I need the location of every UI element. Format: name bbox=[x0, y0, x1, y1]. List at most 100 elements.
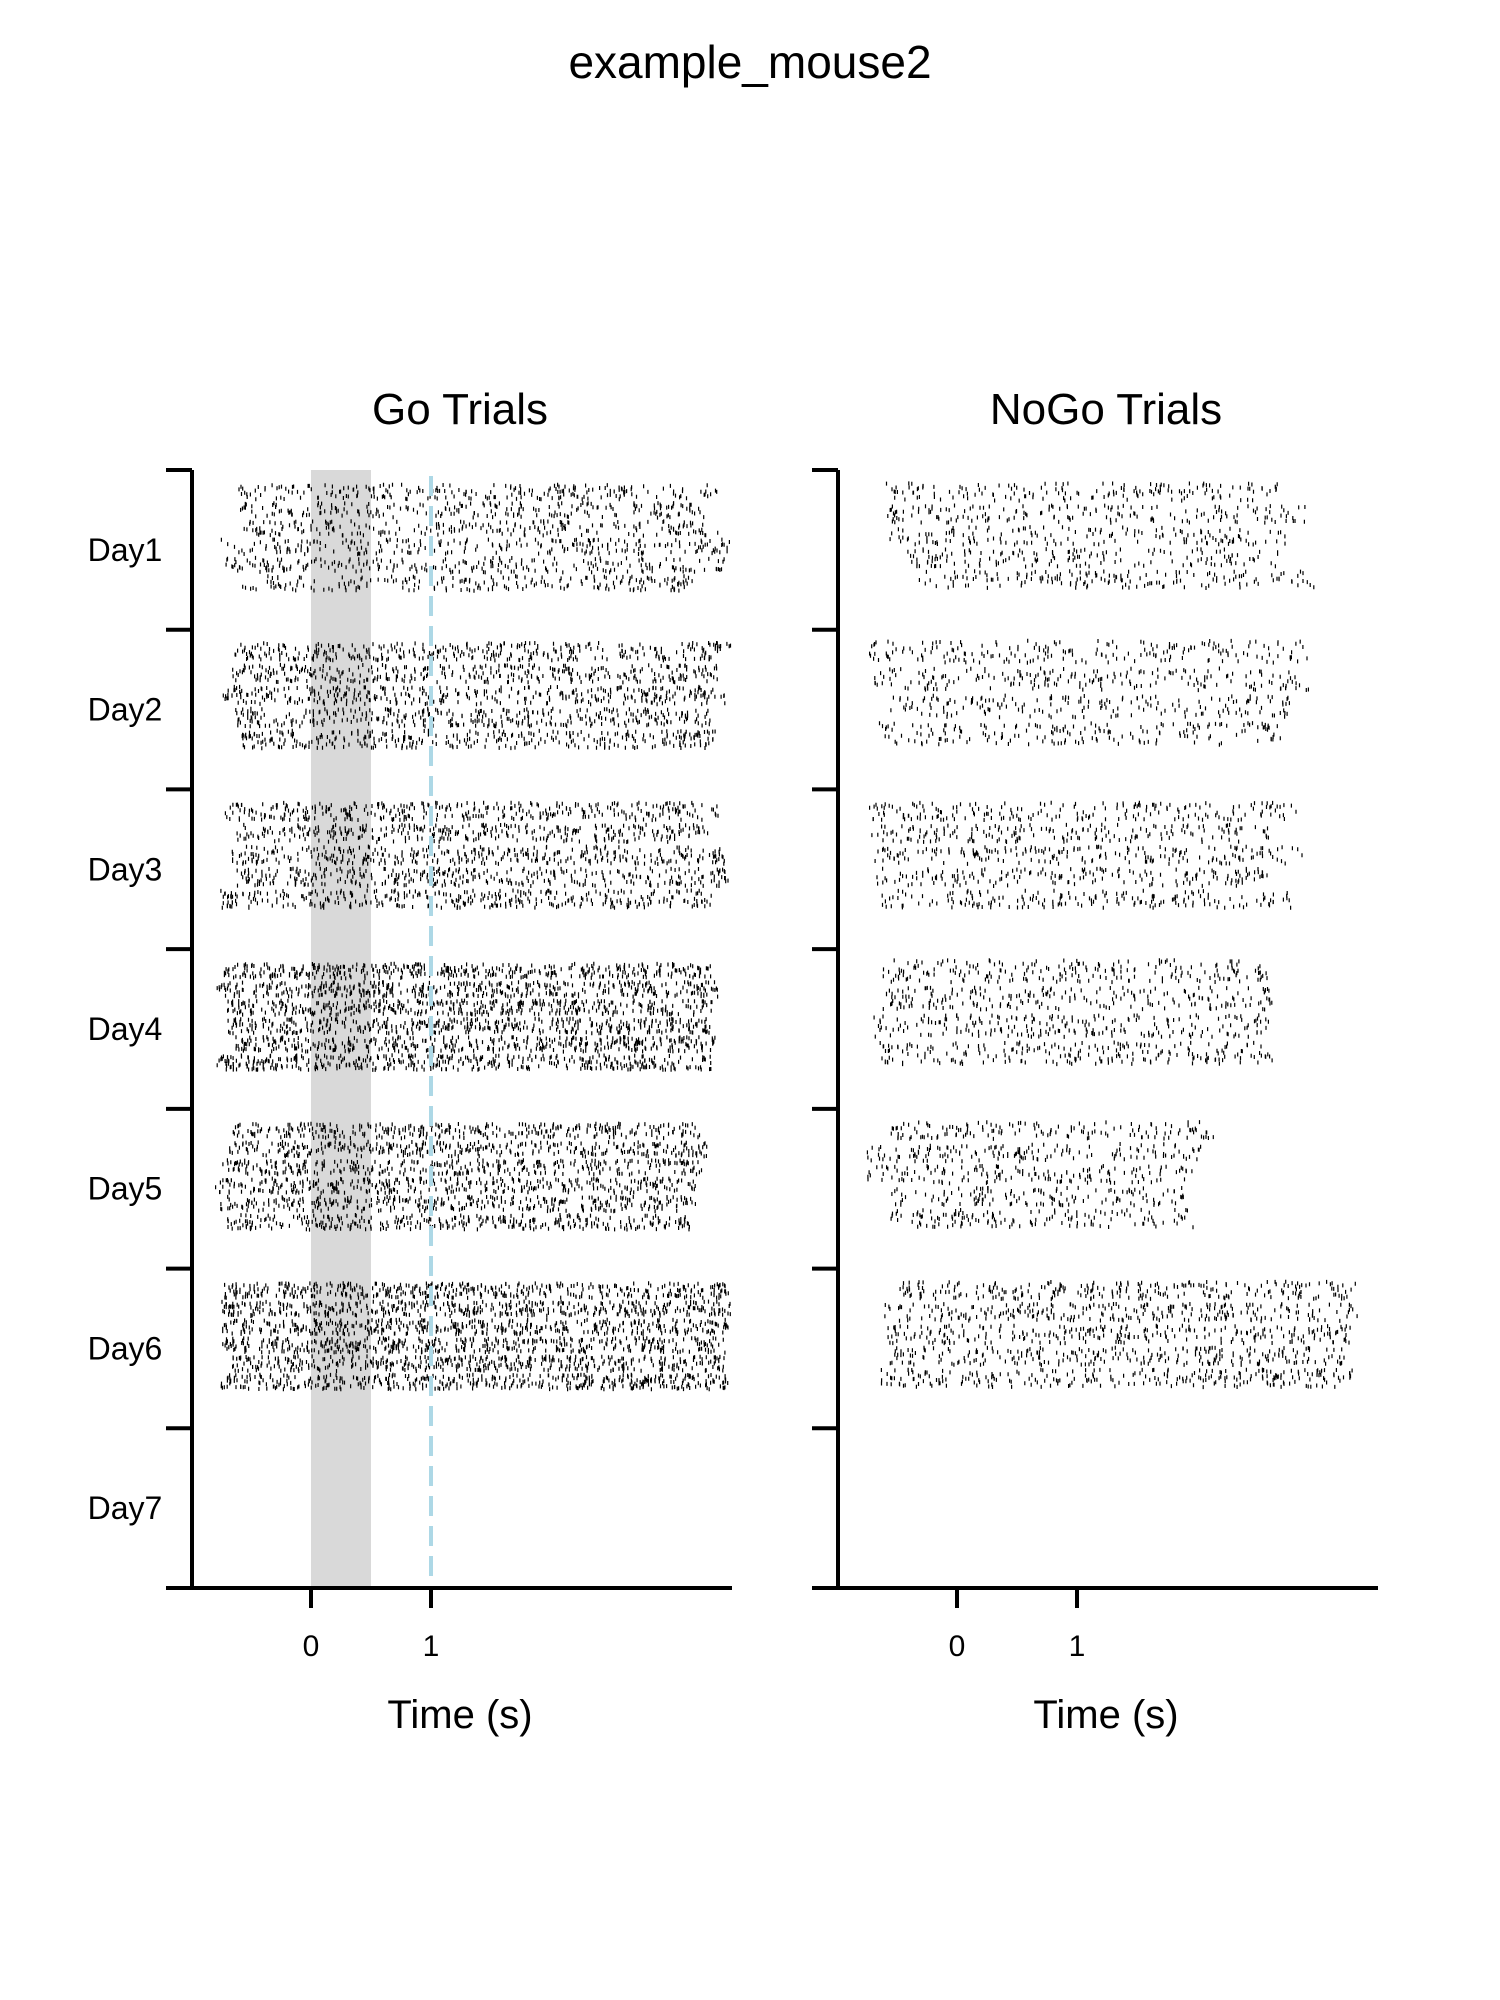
spike-ticks bbox=[220, 537, 730, 557]
raster-row bbox=[866, 1142, 1202, 1164]
raster-row bbox=[236, 822, 709, 845]
raster-row bbox=[234, 641, 732, 663]
raster-row bbox=[874, 666, 1309, 693]
raster-row bbox=[891, 1185, 1184, 1208]
raster-row bbox=[881, 888, 1292, 910]
spike-ticks bbox=[873, 1013, 1269, 1039]
spike-ticks bbox=[232, 1121, 701, 1141]
raster-row bbox=[229, 1139, 708, 1159]
spike-ticks bbox=[222, 1336, 726, 1355]
raster-row bbox=[227, 998, 713, 1017]
raster-row bbox=[236, 866, 729, 888]
spike-ticks bbox=[866, 1142, 1202, 1164]
raster-row bbox=[223, 961, 712, 981]
nogo-x-axis-label: Time (s) bbox=[1033, 1693, 1178, 1737]
raster-row bbox=[242, 574, 693, 593]
y-tick-label: Day2 bbox=[88, 692, 163, 728]
spike-ticks bbox=[232, 662, 718, 685]
raster-row bbox=[220, 1372, 729, 1392]
spike-ticks bbox=[224, 1281, 729, 1300]
spike-ticks bbox=[220, 888, 712, 910]
spike-ticks bbox=[880, 1367, 1353, 1390]
spike-ticks bbox=[907, 547, 1279, 569]
raster-row bbox=[235, 706, 711, 729]
raster-row bbox=[878, 721, 1281, 747]
spike-ticks bbox=[867, 1164, 1193, 1186]
go-raster-marks bbox=[215, 482, 732, 1392]
raster-row bbox=[221, 1299, 731, 1318]
raster-row bbox=[222, 1158, 703, 1177]
spike-ticks bbox=[890, 1120, 1214, 1141]
raster-row bbox=[215, 1176, 696, 1195]
raster-row bbox=[232, 1354, 725, 1373]
spike-ticks bbox=[887, 1323, 1351, 1346]
raster-row bbox=[890, 1120, 1214, 1141]
go-panel-title: Go Trials bbox=[372, 385, 548, 434]
spike-ticks bbox=[242, 574, 693, 593]
raster-row bbox=[890, 693, 1290, 720]
stimulus-window bbox=[311, 470, 371, 1588]
spike-ticks bbox=[874, 666, 1309, 693]
spike-ticks bbox=[882, 985, 1273, 1012]
nogo-panel-title: NoGo Trials bbox=[990, 385, 1222, 434]
y-tick-label: Day1 bbox=[88, 532, 163, 568]
spike-ticks bbox=[231, 844, 725, 867]
spike-ticks bbox=[891, 1185, 1184, 1208]
raster-row bbox=[224, 800, 719, 823]
spike-ticks bbox=[235, 706, 711, 729]
go-axes: Day1 Day2 Day3 Day4 Day5 Day6 Day7 0 1 bbox=[88, 468, 732, 1663]
raster-row bbox=[227, 1213, 690, 1232]
raster-row bbox=[889, 525, 1286, 547]
raster-row bbox=[235, 1035, 716, 1054]
raster-row bbox=[882, 958, 1268, 985]
raster-row bbox=[884, 1301, 1358, 1324]
spike-ticks bbox=[232, 1354, 725, 1373]
spike-ticks bbox=[871, 822, 1269, 844]
spike-ticks bbox=[885, 481, 1278, 503]
raster-row bbox=[240, 501, 705, 520]
raster-row bbox=[232, 662, 718, 685]
raster-row bbox=[869, 800, 1297, 823]
x-tick-label: 0 bbox=[303, 1630, 320, 1663]
raster-row bbox=[220, 537, 730, 557]
spike-ticks bbox=[882, 958, 1268, 985]
spike-ticks bbox=[224, 800, 719, 823]
spike-ticks bbox=[918, 569, 1315, 590]
spike-ticks bbox=[869, 638, 1308, 665]
spike-ticks bbox=[881, 888, 1292, 910]
raster-row bbox=[869, 638, 1308, 665]
spike-ticks bbox=[240, 501, 705, 520]
raster-row bbox=[887, 1323, 1351, 1346]
spike-ticks bbox=[223, 961, 712, 981]
raster-row bbox=[918, 569, 1315, 590]
spike-ticks bbox=[869, 800, 1297, 823]
spike-ticks bbox=[236, 822, 709, 845]
x-tick-label: 0 bbox=[949, 1630, 966, 1663]
x-tick-label: 1 bbox=[423, 1630, 440, 1663]
spike-ticks bbox=[889, 525, 1286, 547]
spike-ticks bbox=[235, 1035, 716, 1054]
raster-row bbox=[899, 1279, 1356, 1302]
spike-ticks bbox=[220, 1372, 729, 1392]
y-tick-label: Day5 bbox=[88, 1171, 163, 1207]
spike-ticks bbox=[236, 866, 729, 888]
go-x-axis-label: Time (s) bbox=[387, 1693, 532, 1737]
raster-row bbox=[889, 1345, 1345, 1367]
raster-row bbox=[874, 844, 1303, 866]
spike-ticks bbox=[216, 980, 719, 999]
spike-ticks bbox=[879, 1040, 1273, 1067]
spike-ticks bbox=[884, 1301, 1358, 1324]
raster-row bbox=[238, 482, 718, 502]
raster-row bbox=[220, 888, 712, 910]
y-tick-label: Day6 bbox=[88, 1330, 163, 1366]
spike-ticks bbox=[220, 1194, 696, 1214]
spike-ticks bbox=[889, 1345, 1345, 1367]
spike-ticks bbox=[890, 693, 1290, 720]
raster-row bbox=[885, 481, 1278, 503]
nogo-raster-marks bbox=[866, 481, 1358, 1390]
go-panel: Go Trials Day1 Day2 Day3 Day4 Day5 Day6 Day7 0 1… bbox=[88, 385, 732, 1737]
raster-row bbox=[882, 985, 1273, 1012]
spike-ticks bbox=[215, 1176, 696, 1195]
